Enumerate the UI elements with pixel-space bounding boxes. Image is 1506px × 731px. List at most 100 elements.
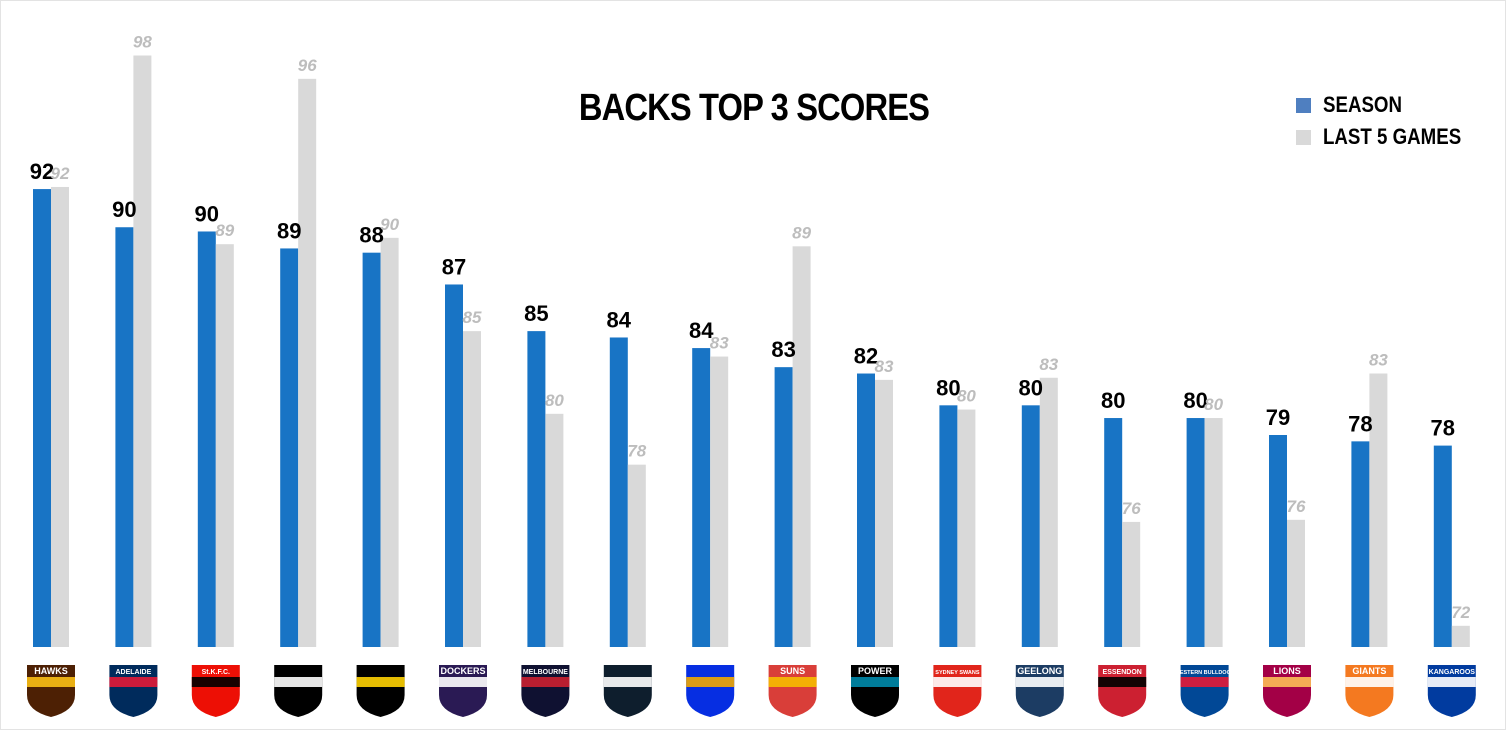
data-label-season-5: 87	[442, 254, 466, 279]
bar-last5-14	[1204, 418, 1223, 647]
data-label-season-7: 84	[607, 307, 632, 332]
legend-swatch-last-5	[1296, 129, 1311, 145]
bar-season-17	[1433, 445, 1452, 647]
data-label-season-17: 78	[1431, 416, 1455, 441]
kangaroos-logo: KANGAROOS	[1427, 665, 1476, 717]
legend-item-last-5: LAST 5 GAMES	[1296, 121, 1486, 153]
data-label-last5-12: 83	[1039, 355, 1058, 374]
bulldogs-logo: WESTERN BULLDOGS	[1175, 665, 1235, 717]
data-label-season-4: 88	[359, 223, 383, 248]
data-label-season-10: 82	[854, 344, 878, 369]
data-label-last5-8: 83	[710, 334, 729, 353]
data-label-season-3: 89	[277, 218, 301, 243]
bar-season-5	[445, 284, 463, 647]
data-label-season-11: 80	[936, 375, 960, 400]
bombers-logo: ESSENDON	[1098, 665, 1147, 717]
bar-season-9	[774, 367, 793, 647]
swans-logo-text: SYDNEY SWANS	[935, 670, 980, 676]
data-label-season-8: 84	[689, 318, 714, 343]
bar-season-16	[1351, 441, 1370, 647]
bar-last5-1	[133, 55, 152, 647]
bar-last5-6	[545, 413, 564, 647]
bar-last5-5	[463, 331, 481, 647]
data-label-last5-17: 72	[1451, 603, 1470, 622]
bar-season-6	[527, 331, 546, 647]
bar-season-7	[609, 337, 628, 647]
data-label-season-9: 83	[771, 337, 795, 362]
demons-logo-text: MELBOURNE	[523, 669, 568, 676]
lions-logo: LIONS	[1263, 665, 1311, 717]
tigers-logo	[356, 665, 405, 717]
power-logo-text: POWER	[858, 666, 893, 676]
legend: SEASON LAST 5 GAMES	[1296, 89, 1486, 153]
bar-season-4	[362, 252, 381, 647]
bar-season-12	[1021, 405, 1040, 647]
data-label-season-13: 80	[1101, 388, 1125, 413]
suns-logo: SUNS	[768, 665, 817, 717]
data-label-last5-14: 80	[1204, 395, 1223, 414]
data-label-last5-1: 98	[133, 33, 152, 52]
bar-season-14	[1186, 418, 1205, 647]
bar-last5-9	[792, 246, 811, 647]
bar-last5-7	[627, 464, 646, 647]
data-label-season-14: 80	[1183, 388, 1207, 413]
legend-label-last-5: LAST 5 GAMES	[1323, 124, 1462, 149]
cats-logo-text: GEELONG	[1017, 666, 1062, 676]
data-label-season-16: 78	[1348, 411, 1372, 436]
cats-logo: GEELONG	[1015, 665, 1064, 717]
giants-logo: GIANTS	[1345, 665, 1394, 717]
magpies-logo	[274, 665, 323, 717]
data-label-last5-10: 83	[875, 357, 894, 376]
data-label-last5-3: 96	[298, 56, 317, 75]
bar-last5-11	[957, 409, 976, 647]
saints-logo: St.K.F.C.	[191, 665, 240, 717]
data-label-season-1: 90	[112, 197, 136, 222]
legend-label-season: SEASON	[1323, 92, 1402, 117]
bar-last5-4	[380, 237, 399, 647]
bar-season-2	[197, 231, 216, 648]
data-label-last5-6: 80	[545, 391, 564, 410]
data-label-season-6: 85	[524, 301, 548, 326]
bar-season-13	[1104, 418, 1123, 647]
data-label-last5-4: 90	[380, 215, 399, 234]
lions-logo-text: LIONS	[1273, 666, 1301, 676]
bar-last5-15	[1287, 519, 1305, 647]
suns-logo-text: SUNS	[780, 666, 805, 676]
data-label-last5-11: 80	[957, 387, 976, 406]
bar-last5-13	[1122, 521, 1141, 647]
bar-last5-17	[1451, 625, 1470, 647]
data-label-last5-2: 89	[215, 221, 234, 240]
data-label-last5-5: 85	[463, 308, 482, 327]
data-label-last5-0: 92	[51, 164, 70, 183]
chart-title: BACKS TOP 3 SCORES	[578, 87, 930, 129]
data-label-season-0: 92	[30, 159, 54, 184]
bar-season-11	[939, 405, 958, 647]
bar-last5-12	[1039, 377, 1058, 647]
blues-logo	[603, 665, 652, 717]
bar-last5-2	[215, 244, 234, 647]
eagles-logo	[686, 665, 735, 717]
kangaroos-logo-text: KANGAROOS	[1429, 669, 1476, 676]
bar-last5-0	[51, 186, 69, 647]
legend-swatch-season	[1296, 97, 1311, 113]
hawks-logo-text: HAWKS	[34, 666, 68, 676]
crows-logo: ADELAIDE	[109, 665, 158, 717]
legend-item-season: SEASON	[1296, 89, 1486, 121]
bombers-logo-text: ESSENDON	[1103, 669, 1142, 676]
dockers-logo-text: DOCKERS	[440, 666, 485, 676]
crows-logo-text: ADELAIDE	[116, 669, 152, 676]
giants-logo-text: GIANTS	[1352, 666, 1386, 676]
data-label-season-2: 90	[195, 201, 219, 226]
dockers-logo: DOCKERS	[439, 665, 487, 717]
data-label-last5-15: 76	[1287, 497, 1306, 516]
bulldogs-logo-text: WESTERN BULLDOGS	[1175, 670, 1235, 676]
demons-logo: MELBOURNE	[521, 665, 570, 717]
bar-last5-10	[875, 379, 893, 647]
saints-logo-text: St.K.F.C.	[202, 669, 230, 676]
bar-season-0	[33, 189, 51, 647]
bar-last5-16	[1369, 373, 1388, 647]
data-label-season-15: 79	[1266, 405, 1290, 430]
bar-season-10	[857, 373, 875, 647]
bar-season-1	[115, 227, 134, 648]
